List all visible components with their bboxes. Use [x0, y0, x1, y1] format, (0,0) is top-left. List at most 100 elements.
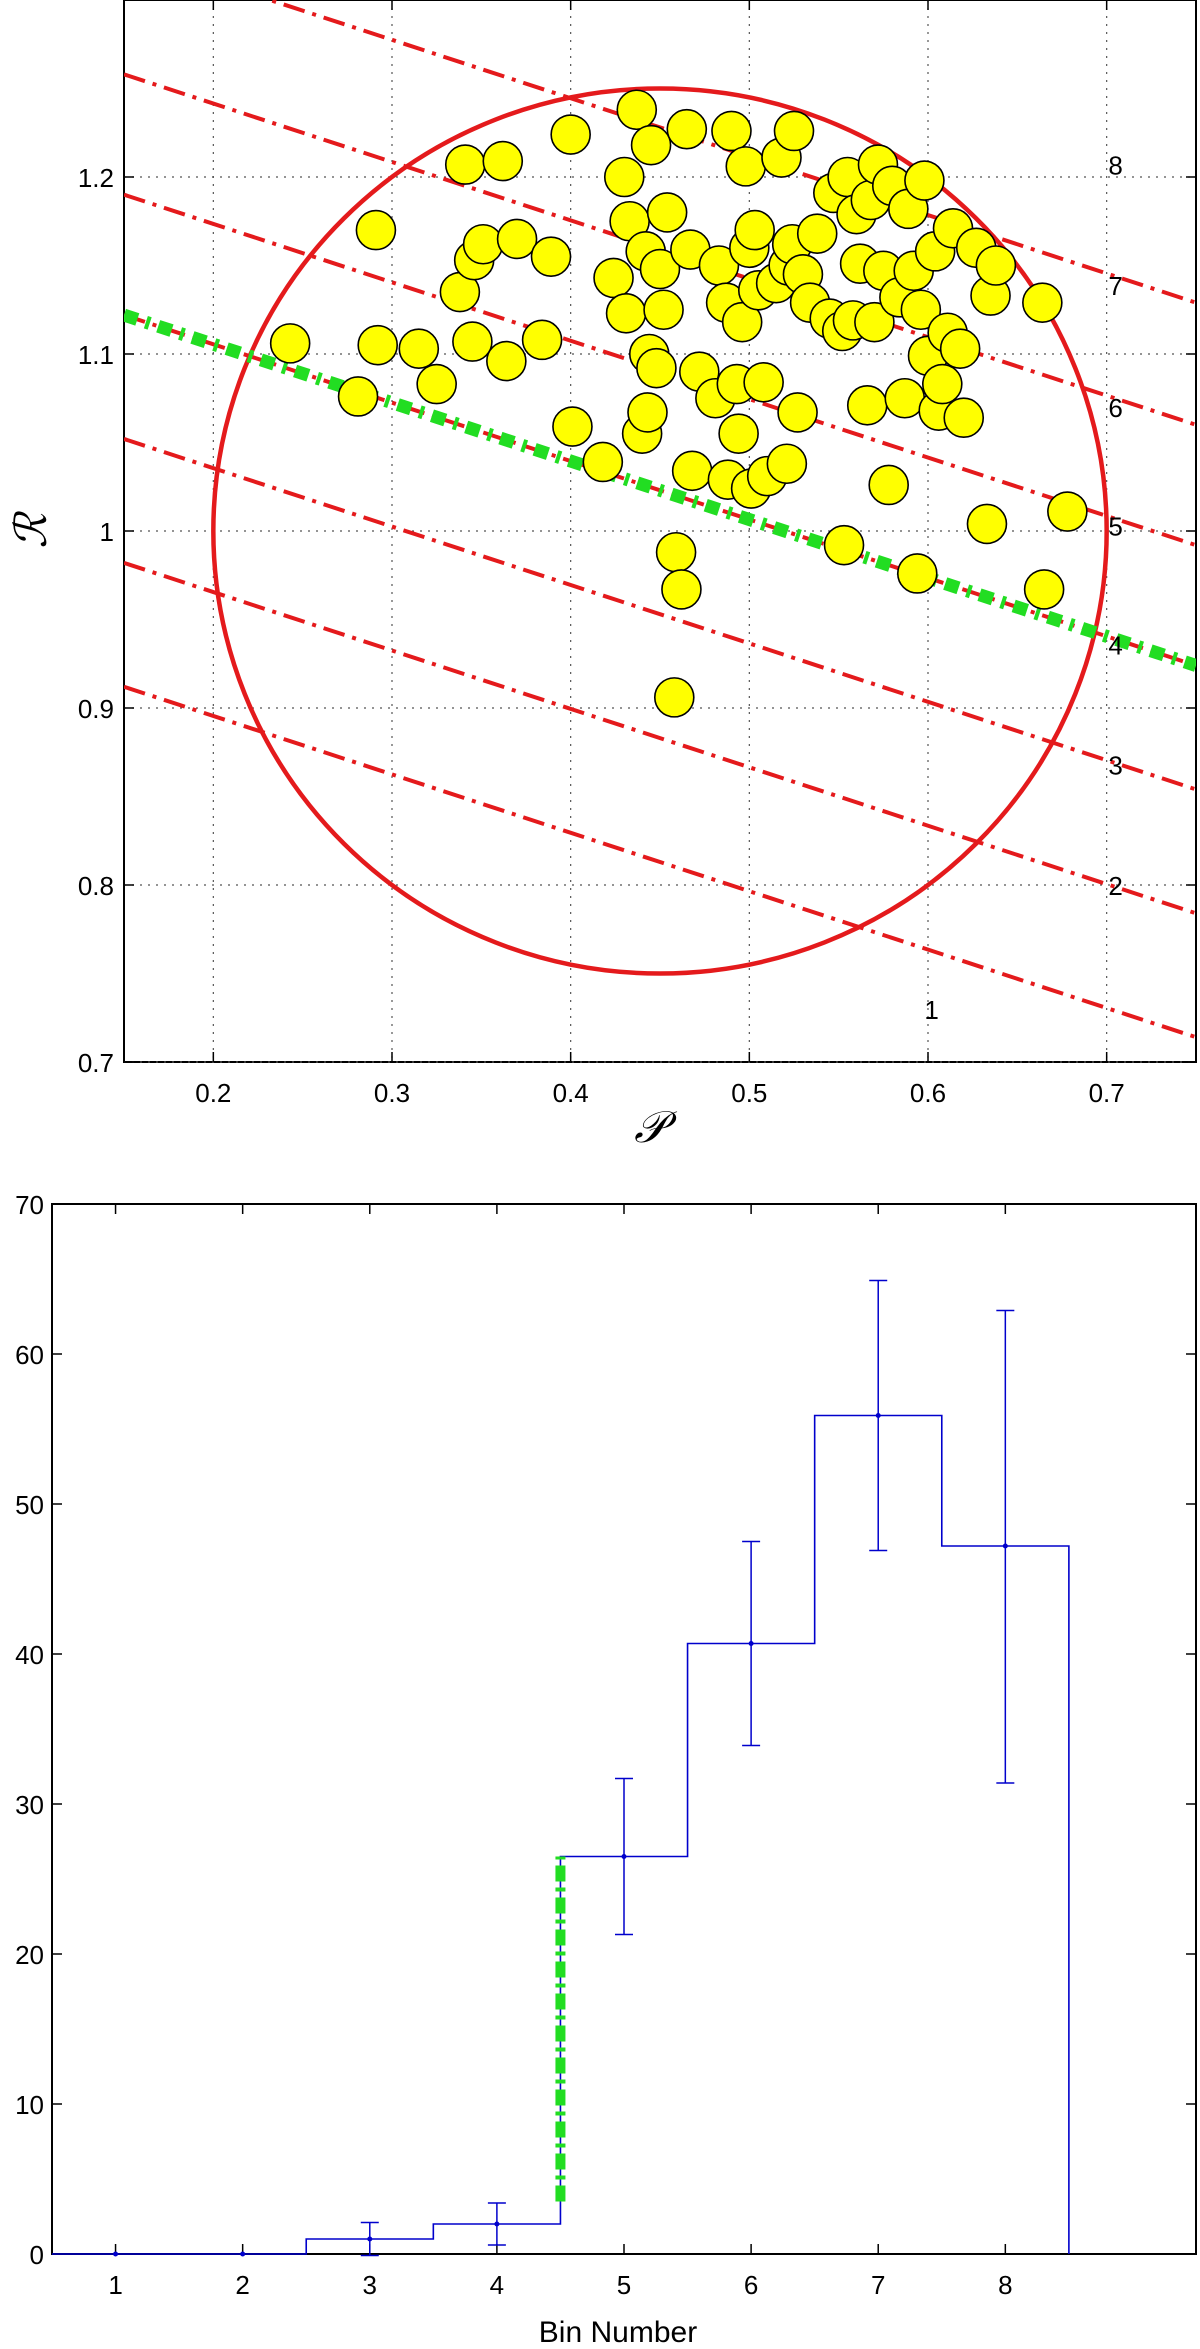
data-point	[904, 160, 945, 201]
y-tick-label: 1.2	[78, 163, 114, 193]
data-point	[639, 248, 681, 290]
bounding-circle	[211, 86, 1109, 976]
x-tick-label: 2	[235, 2270, 249, 2300]
y-axis-label: ℛ	[7, 511, 56, 549]
y-tick-label: 10	[15, 2090, 44, 2120]
x-tick-label: 0.2	[195, 1078, 231, 1108]
y-tick-label: 70	[15, 1190, 44, 1220]
data-point	[900, 289, 942, 331]
y-tick-label: 20	[15, 1940, 44, 1970]
x-tick-label: 0.3	[374, 1078, 410, 1108]
data-point	[854, 301, 895, 343]
data-point	[868, 464, 909, 506]
y-tick-label: 0.7	[78, 1048, 114, 1078]
data-point	[711, 110, 752, 152]
data-point	[1022, 282, 1063, 323]
data-point	[653, 677, 695, 718]
x-tick-label: 0.4	[553, 1078, 589, 1108]
data-point	[627, 392, 668, 433]
data-point	[846, 385, 888, 426]
x-tick-label: 0.7	[1089, 1078, 1125, 1108]
y-tick-label: 0.8	[78, 871, 114, 901]
histogram: 1 2 3 4 5 6 7 8 0 10 20 30 40 50 60 70 Bin Number	[15, 1190, 1197, 2349]
data-point	[269, 323, 311, 364]
bin-boundary-line	[124, 560, 1196, 916]
data-point	[661, 569, 702, 610]
data-point	[939, 328, 981, 369]
data-point	[552, 406, 593, 447]
data-point	[655, 531, 697, 573]
bin-label: 2	[1108, 871, 1122, 901]
data-point	[605, 292, 647, 334]
bin-value-marker	[367, 2236, 373, 2242]
x-tick-label: 0.5	[731, 1078, 767, 1108]
x-tick-label: 8	[998, 2270, 1012, 2300]
data-point	[666, 108, 708, 150]
scatter-plot: 0.2 0.3 0.4 0.5 0.6 0.7 0.7 0.8 0.9 1 1.1 1.2 1 2 3 4 5…	[7, 0, 1197, 1152]
y-tick-label: 50	[15, 1490, 44, 1520]
data-point	[636, 347, 677, 389]
x-tick-label: 5	[617, 2270, 631, 2300]
data-point	[496, 218, 538, 260]
bin-label: 8	[1108, 151, 1122, 181]
y-tick-label: 1.1	[78, 340, 114, 370]
data-point	[616, 89, 658, 131]
bin-value-marker	[875, 1413, 881, 1418]
y-tick-label: 30	[15, 1790, 44, 1820]
bin-value-marker	[113, 2251, 119, 2257]
x-tick-label: 3	[363, 2270, 377, 2300]
data-point	[550, 114, 591, 155]
data-point	[896, 553, 938, 594]
x-axis-label: 𝒫	[634, 1103, 677, 1152]
data-point	[398, 328, 440, 369]
bin-label: 1	[924, 995, 938, 1025]
data-point	[482, 140, 524, 182]
data-point	[630, 124, 672, 166]
data-point	[943, 397, 985, 439]
data-point	[766, 443, 808, 485]
data-point	[593, 257, 634, 299]
data-point	[603, 156, 645, 198]
hist-x-axis-label: Bin Number	[539, 2316, 697, 2349]
data-point	[355, 209, 397, 251]
y-tick-label: 0	[30, 2240, 44, 2270]
x-tick-label: 1	[108, 2270, 122, 2300]
data-point	[337, 376, 379, 417]
data-point	[643, 289, 684, 331]
data-point	[777, 392, 818, 433]
data-point	[734, 209, 775, 251]
x-tick-label: 7	[871, 2270, 885, 2300]
data-point	[462, 223, 504, 265]
bin-label: 7	[1108, 271, 1122, 301]
data-point	[444, 144, 486, 185]
bin-boundary-line	[124, 684, 1196, 1040]
x-tick-label: 4	[490, 2270, 504, 2300]
data-point	[416, 363, 457, 405]
x-tick-label: 6	[744, 2270, 758, 2300]
data-point	[1047, 491, 1088, 532]
data-point	[530, 236, 572, 277]
bin-label: 3	[1108, 751, 1122, 781]
data-point	[884, 377, 926, 419]
y-tick-label: 1	[100, 517, 114, 547]
bin-value-marker	[621, 1854, 627, 1859]
bin-label: 4	[1108, 630, 1122, 660]
data-point	[966, 503, 1008, 545]
data-point	[796, 213, 838, 254]
data-point	[521, 319, 563, 361]
data-point	[582, 441, 624, 483]
hist-frame	[51, 1203, 1197, 2255]
bin-label: 5	[1108, 512, 1122, 542]
threshold-line	[124, 308, 1196, 672]
y-tick-label: 0.9	[78, 694, 114, 724]
data-point	[823, 524, 865, 566]
bin-value-marker	[1002, 1543, 1008, 1549]
data-point	[486, 340, 527, 382]
data-point	[975, 245, 1017, 286]
data-point	[725, 146, 767, 187]
data-point	[671, 450, 713, 492]
x-tick-label: 0.6	[910, 1078, 946, 1108]
bin-label: 6	[1108, 393, 1122, 423]
bin-value-marker	[240, 2251, 246, 2257]
bin-value-marker	[494, 2221, 500, 2227]
